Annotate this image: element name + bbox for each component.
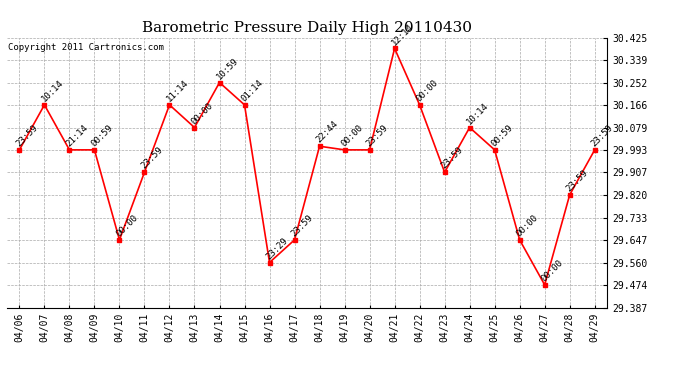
Text: 01:14: 01:14 (239, 78, 265, 104)
Text: 10:59: 10:59 (215, 56, 240, 81)
Text: 23:59: 23:59 (14, 123, 40, 148)
Text: 23:59: 23:59 (590, 123, 615, 148)
Text: 00:00: 00:00 (190, 101, 215, 126)
Text: Copyright 2011 Cartronics.com: Copyright 2011 Cartronics.com (8, 43, 164, 52)
Text: 00:00: 00:00 (415, 78, 440, 104)
Text: 23:59: 23:59 (440, 146, 465, 171)
Text: 23:29: 23:29 (264, 236, 290, 261)
Text: 00:59: 00:59 (90, 123, 115, 148)
Text: 00:00: 00:00 (339, 123, 365, 148)
Text: 10:14: 10:14 (464, 101, 490, 126)
Text: 12:14: 12:14 (390, 22, 415, 47)
Text: 23:59: 23:59 (290, 213, 315, 238)
Text: 00:00: 00:00 (115, 213, 140, 238)
Text: 11:14: 11:14 (164, 78, 190, 104)
Text: 00:00: 00:00 (540, 258, 565, 284)
Text: 23:59: 23:59 (364, 123, 390, 148)
Text: 21:14: 21:14 (64, 123, 90, 148)
Text: 23:59: 23:59 (564, 168, 590, 194)
Text: 10:14: 10:14 (39, 78, 65, 104)
Text: 22:44: 22:44 (315, 120, 340, 145)
Text: 00:59: 00:59 (490, 123, 515, 148)
Text: 23:59: 23:59 (139, 146, 165, 171)
Title: Barometric Pressure Daily High 20110430: Barometric Pressure Daily High 20110430 (142, 21, 472, 35)
Text: 00:00: 00:00 (515, 213, 540, 238)
